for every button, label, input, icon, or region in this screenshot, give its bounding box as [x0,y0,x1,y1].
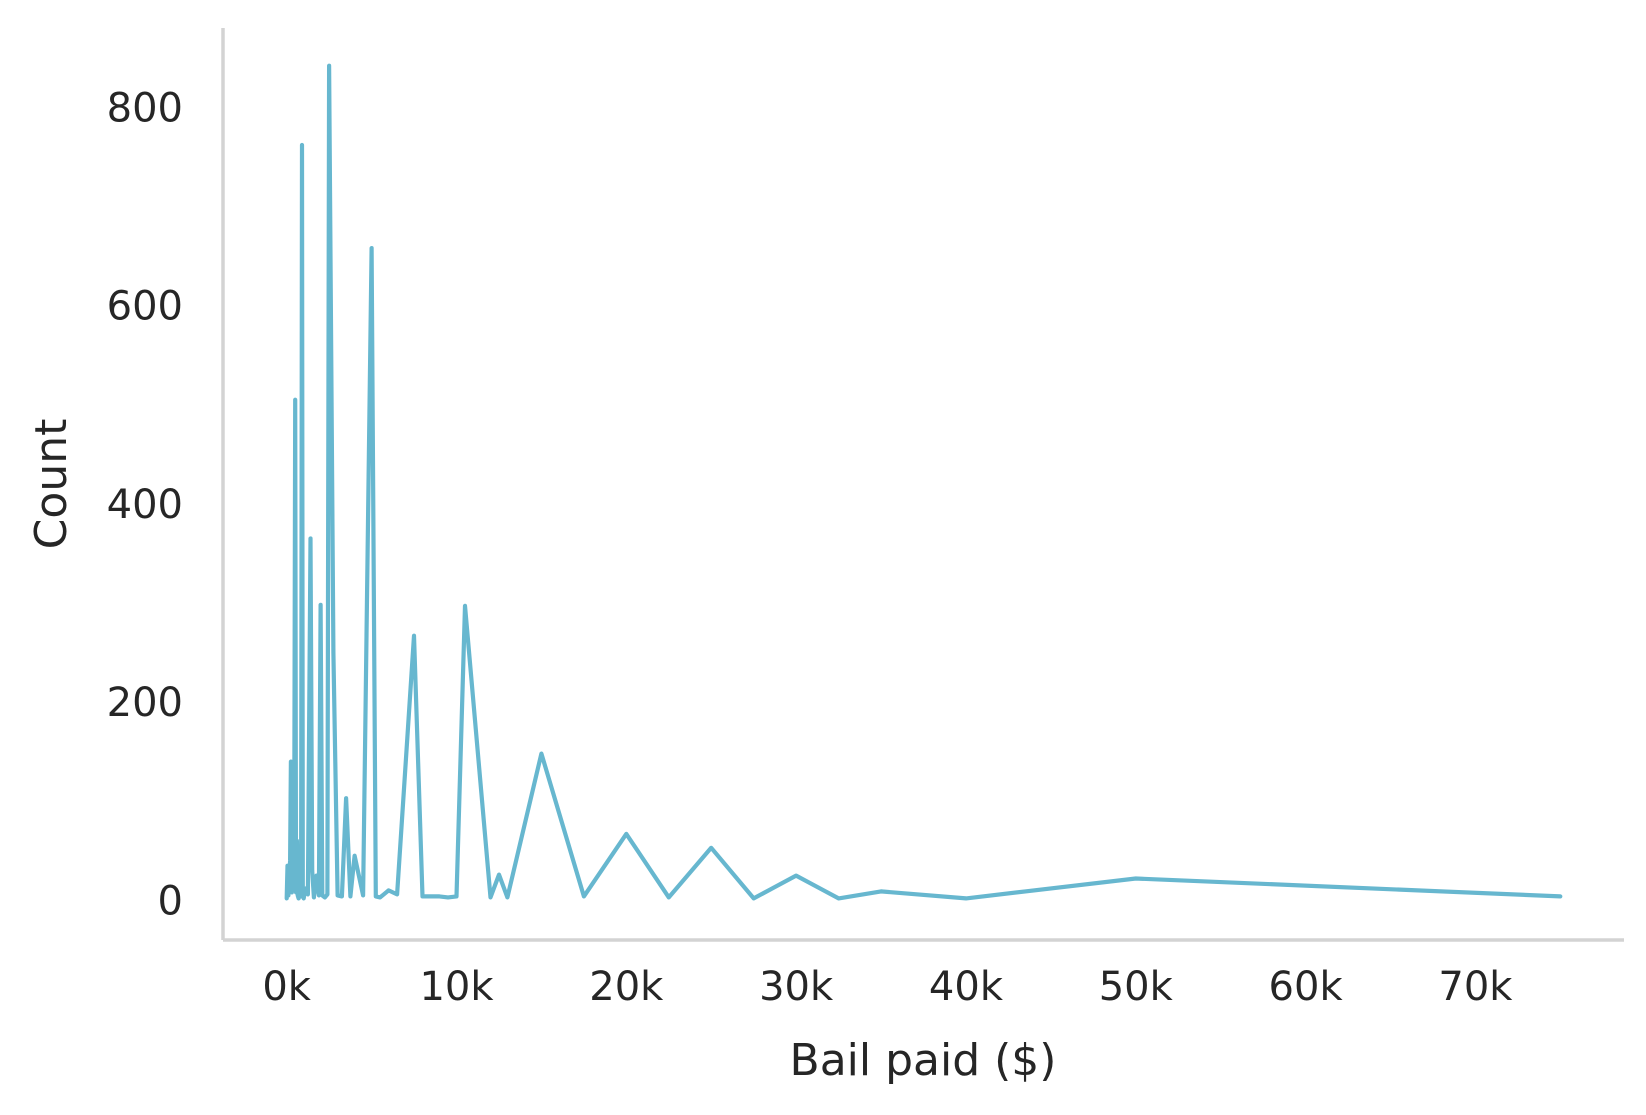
x-tick-label: 10k [419,964,494,1010]
y-axis-label: Count [26,419,77,550]
plot-area [284,63,1563,901]
x-tick-label: 0k [262,964,311,1010]
y-axis-ticks: 0 200 400 600 800 [107,85,183,924]
x-tick-label: 50k [1099,964,1174,1010]
x-tick-label: 20k [589,964,664,1010]
series-line-0 [284,63,1563,901]
y-tick-label: 0 [158,878,183,924]
y-tick-label: 400 [107,482,183,528]
x-tick-label: 40k [929,964,1004,1010]
y-tick-label: 800 [107,85,183,131]
x-tick-label: 60k [1269,964,1344,1010]
x-tick-label: 30k [759,964,834,1010]
x-axis-label: Bail paid ($) [790,1035,1057,1086]
x-tick-label: 70k [1438,964,1513,1010]
y-tick-label: 200 [107,680,183,726]
x-axis-ticks: 0k 10k 20k 30k 40k 50k 60k 70k [262,964,1513,1010]
y-tick-label: 600 [107,284,183,330]
